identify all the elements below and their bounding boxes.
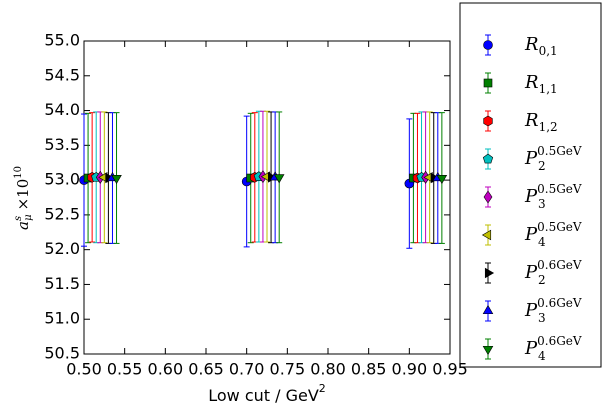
legend-label: P0.6GeV 3 — [524, 296, 582, 325]
x-tick-label: 0.60 — [148, 360, 184, 379]
y-label-sup: s — [13, 216, 24, 221]
legend-marker — [483, 115, 493, 127]
legend-sup: 0.5GeV — [537, 144, 582, 158]
y-tick-label: 50.5 — [44, 344, 80, 363]
legend-sup: 0.6GeV — [537, 296, 582, 310]
x-tick-label: 0.55 — [107, 360, 143, 379]
y-tick-label: 52.0 — [44, 239, 80, 258]
marker — [273, 174, 285, 184]
legend-label: P0.5GeV 3 — [524, 182, 582, 211]
legend-name: P — [524, 338, 538, 359]
legend-sub: 2 — [538, 273, 546, 287]
x-tick-label: 0.65 — [188, 360, 224, 379]
y-tick-label: 53.0 — [44, 170, 80, 189]
legend-name: P — [524, 148, 538, 169]
x-axis-label: Low cut / GeV2 — [208, 382, 326, 405]
legend-label: P0.6GeV 2 — [524, 258, 582, 287]
legend-name: R — [524, 34, 539, 55]
legend-marker — [484, 267, 495, 279]
legend-name: P — [524, 262, 538, 283]
legend-label: P0.5GeV 4 — [524, 220, 582, 249]
x-tick-label: 0.50 — [66, 360, 102, 379]
legend-sub: 1,1 — [539, 82, 558, 96]
legend-sub: 0,1 — [539, 44, 558, 58]
legend-name: R — [524, 72, 539, 93]
legend-marker — [482, 304, 494, 315]
x-tick-label: 0.90 — [392, 360, 428, 379]
legend-name: R — [524, 110, 539, 131]
legend-label: R1,1 — [524, 72, 558, 96]
legend-sub: 1,2 — [539, 120, 558, 134]
legend-sub: 2 — [538, 159, 546, 173]
y-label-text: a — [14, 221, 32, 230]
x-tick-label: 0.85 — [351, 360, 387, 379]
x-tick-label: 0.95 — [432, 360, 468, 379]
legend-sub: 3 — [538, 197, 546, 211]
legend-marker — [483, 190, 493, 204]
legend-sub: 3 — [538, 311, 546, 325]
legend-sub: 4 — [538, 235, 546, 249]
legend-box — [459, 2, 602, 368]
x-label-sup: 2 — [319, 382, 326, 395]
x-tick-label: 0.75 — [270, 360, 306, 379]
y-tick-label: 51.5 — [44, 274, 80, 293]
legend-sup: 0.5GeV — [537, 182, 582, 196]
legend-name: P — [524, 300, 538, 321]
legend-name: P — [524, 186, 538, 207]
y-tick-label: 55.0 — [44, 31, 80, 50]
legend-marker — [483, 78, 493, 88]
y-tick-label: 52.5 — [44, 204, 80, 223]
y-label-suffix: ×10 — [14, 179, 32, 211]
x-label-text: Low cut / GeV — [208, 386, 319, 405]
y-tick-label: 53.5 — [44, 135, 80, 154]
legend-name: P — [524, 224, 538, 245]
marker — [111, 174, 122, 185]
legend-sup: 0.5GeV — [537, 220, 582, 234]
y-label-suffix-sup: 10 — [13, 166, 24, 179]
legend-sup: 0.6GeV — [537, 334, 582, 348]
legend-marker — [482, 153, 494, 164]
legend-label: P0.5GeV 2 — [524, 144, 582, 173]
legend-label: P0.6GeV 4 — [524, 334, 582, 363]
y-tick-label: 51.0 — [44, 309, 80, 328]
x-tick-label: 0.80 — [310, 360, 346, 379]
legend-sub: 4 — [538, 349, 546, 363]
legend-label: R1,2 — [524, 110, 558, 134]
y-tick-label: 54.5 — [44, 65, 80, 84]
legend-label: R0,1 — [524, 34, 558, 58]
legend-marker — [482, 345, 494, 356]
x-tick-label: 0.70 — [229, 360, 265, 379]
y-tick-label: 54.0 — [44, 100, 80, 119]
legend-marker — [483, 40, 493, 50]
y-label-sub: μ — [23, 214, 34, 221]
legend-sup: 0.6GeV — [537, 258, 582, 272]
marker — [436, 174, 448, 185]
legend-marker — [481, 229, 492, 241]
y-axis-label: asμ ×1010 — [13, 166, 34, 230]
